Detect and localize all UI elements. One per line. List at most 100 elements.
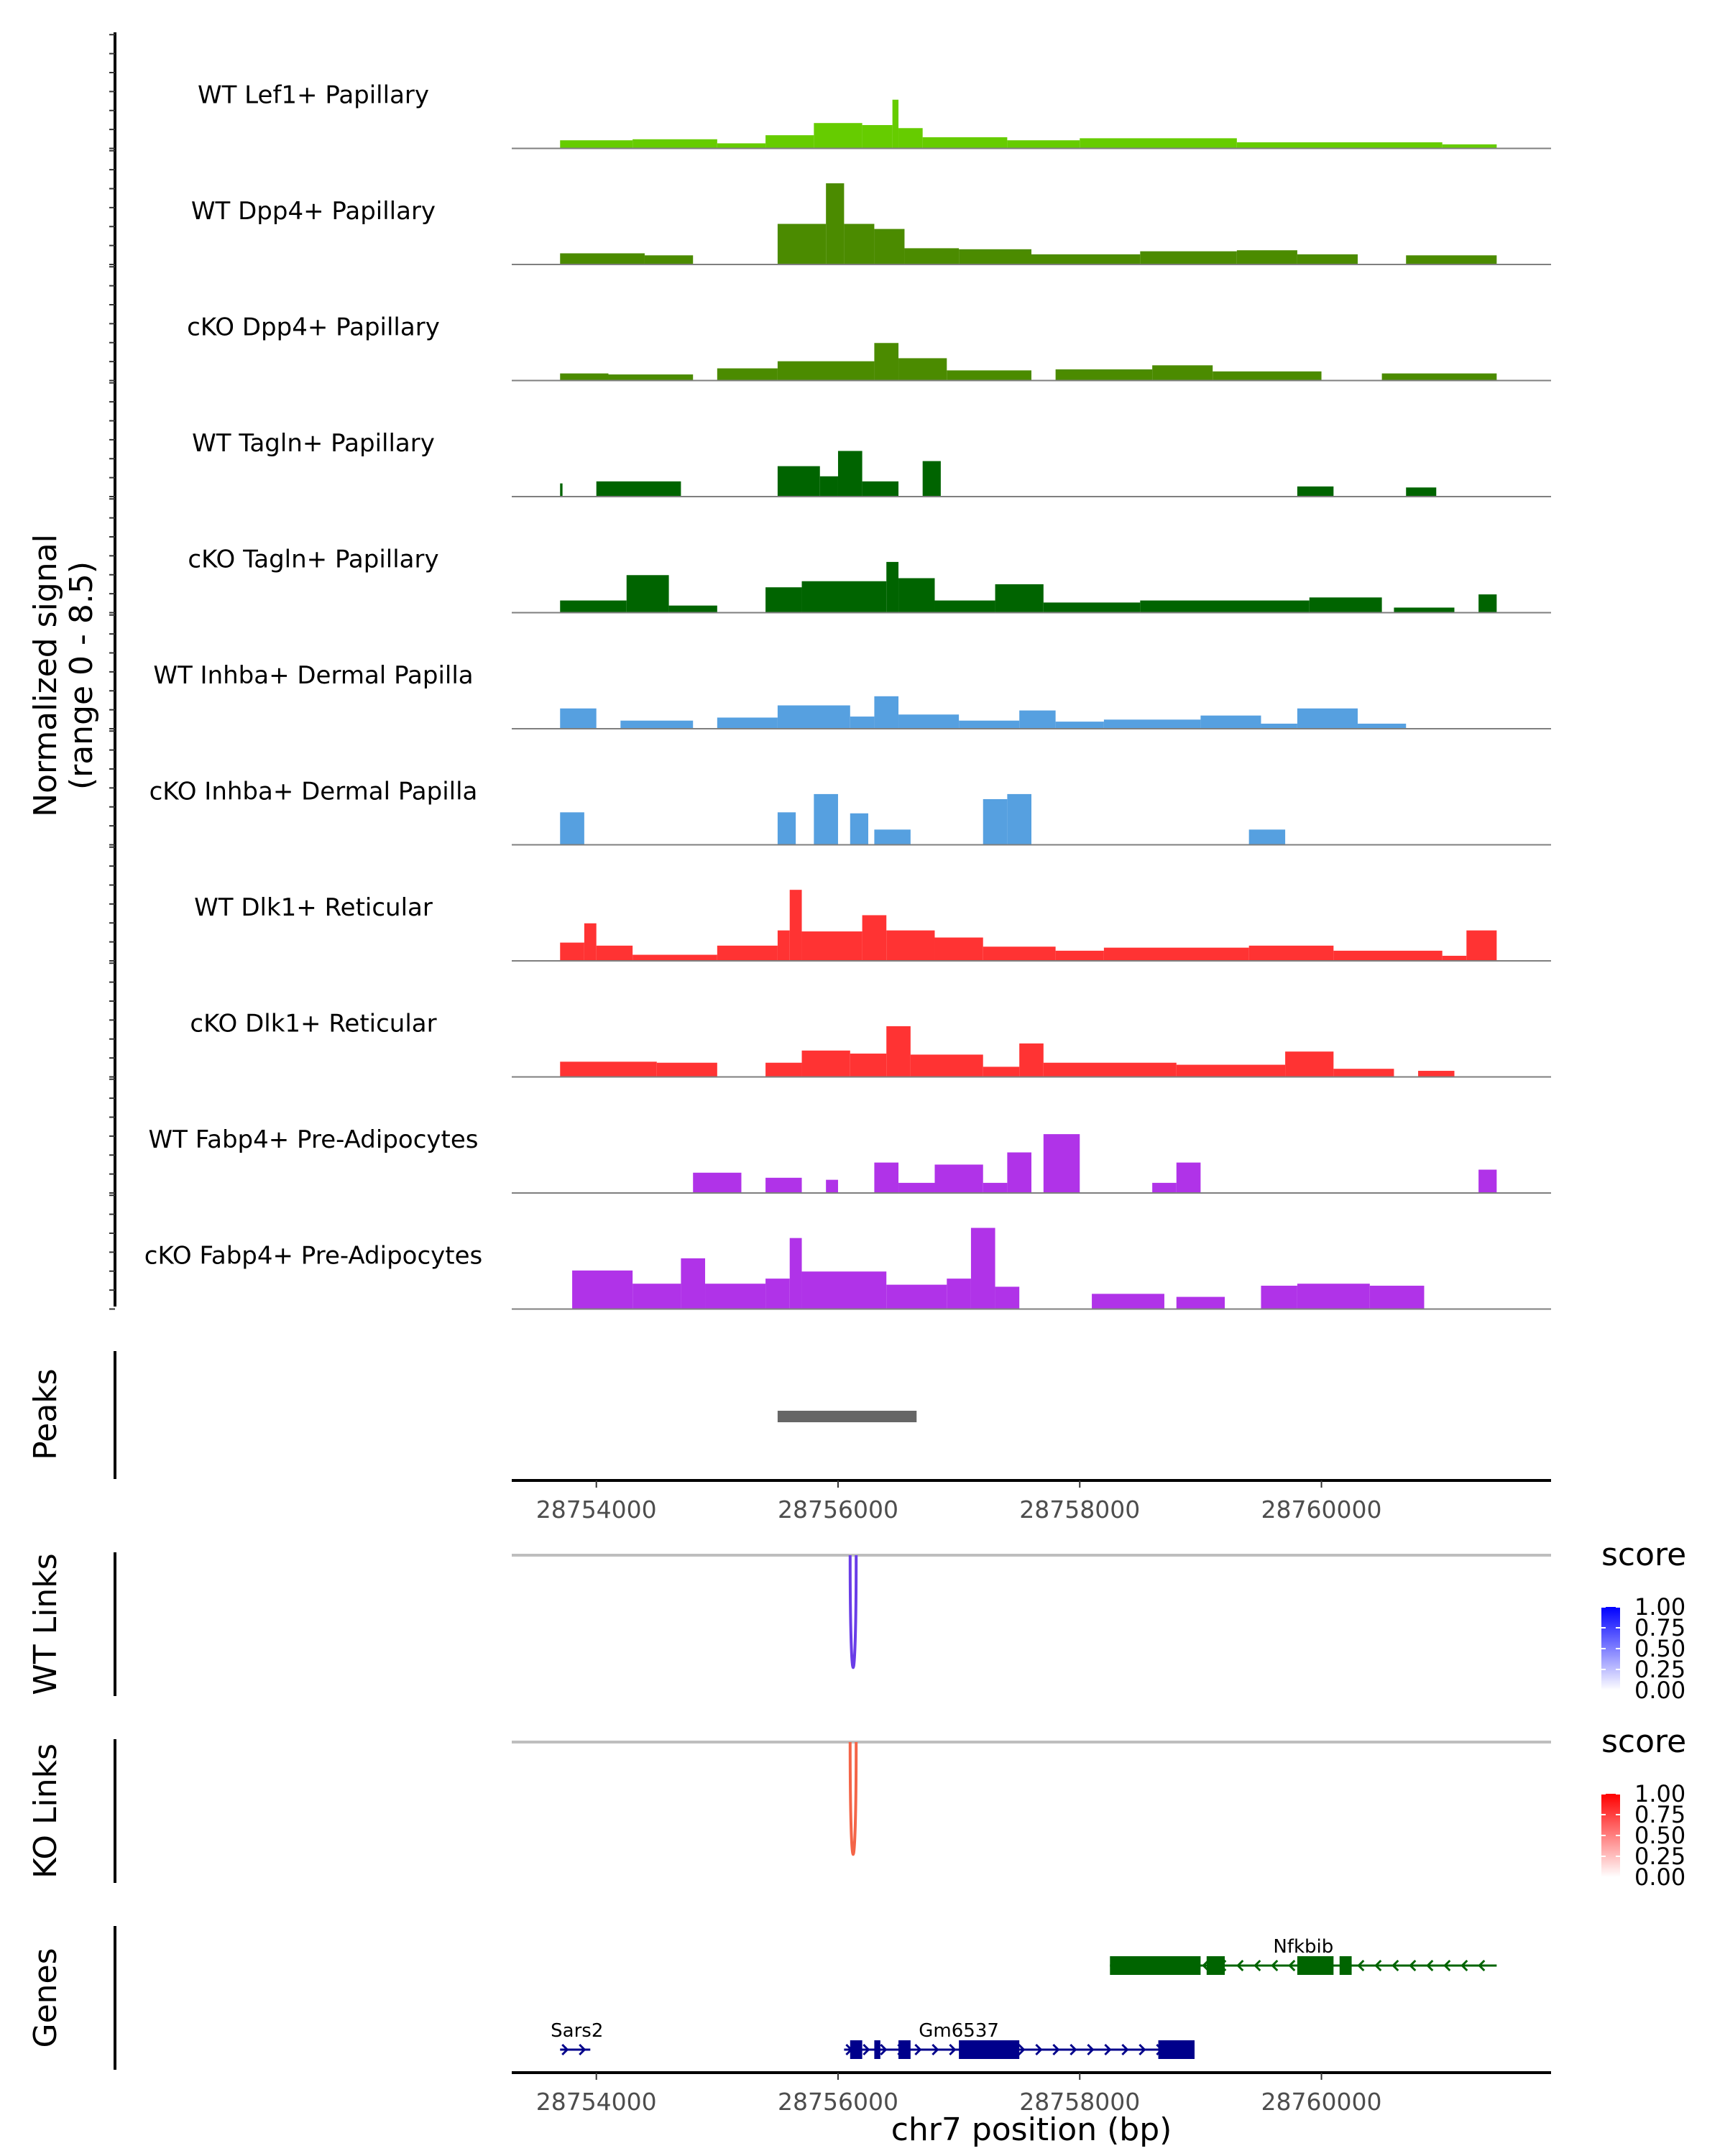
coverage-block <box>560 1061 657 1077</box>
coverage-y-label-line1: Normalized signal <box>27 534 64 817</box>
strand-arrow <box>1104 2043 1112 2056</box>
coverage-block <box>862 915 887 961</box>
peak-regions <box>777 1411 917 1422</box>
gene-exon <box>1110 1956 1201 1975</box>
coverage-block <box>717 717 778 729</box>
coverage-block <box>874 829 911 845</box>
coverage-block <box>874 1162 899 1193</box>
coverage-block <box>904 248 960 264</box>
legend-tick-label: 0.00 <box>1634 1864 1685 1891</box>
coverage-block <box>656 1062 717 1077</box>
coverage-block <box>1043 1062 1177 1077</box>
track-label: WT Fabp4+ Pre-Adipocytes <box>149 1125 479 1154</box>
track-1: WT Lef1+ Papillary <box>198 81 1551 149</box>
coverage-block <box>584 923 597 961</box>
coverage-block <box>1248 829 1286 845</box>
strand-arrow <box>1018 2043 1026 2056</box>
coverage-block <box>1297 708 1358 729</box>
coverage-block <box>765 135 814 149</box>
gene-exon <box>874 2040 880 2059</box>
coverage-block <box>1140 251 1237 264</box>
coverage-block <box>626 575 669 613</box>
gene-exon <box>1158 2040 1195 2059</box>
coverage-block <box>983 1182 1008 1193</box>
gene-sars2: Sars2 <box>551 2020 603 2056</box>
coverage-block <box>1394 607 1455 613</box>
strand-arrow <box>1271 1959 1279 1972</box>
coverage-block <box>983 946 1056 961</box>
coverage-tracks: WT Lef1+ Papillary WT Dpp4+ Papillary cKO … <box>144 81 1551 1310</box>
coverage-block <box>970 1227 995 1309</box>
coverage-block <box>560 708 597 729</box>
coverage-block <box>874 229 905 264</box>
gene-label: Sars2 <box>551 2020 603 2042</box>
track-label: WT Lef1+ Papillary <box>198 81 429 110</box>
coverage-block <box>801 1050 850 1077</box>
coverage-block <box>1478 594 1497 613</box>
coverage-block <box>1297 486 1334 497</box>
coverage-block <box>1176 1296 1225 1309</box>
coverage-panel: Normalized signal (range 0 - 8.5) WT Lef… <box>27 32 1551 1310</box>
coverage-block <box>1261 723 1297 729</box>
track-9: cKO Dlk1+ Reticular <box>190 1010 1551 1078</box>
coverage-block <box>886 1026 911 1077</box>
coverage-block <box>844 224 875 264</box>
coverage-block <box>1442 955 1467 961</box>
track-6: WT Inhba+ Dermal Papilla <box>153 661 1551 729</box>
coverage-block <box>874 343 899 381</box>
coverage-block <box>681 1258 706 1309</box>
coverage-block <box>1200 715 1261 729</box>
gene-nfkbib: Nfkbib <box>1110 1936 1497 1975</box>
x-axis-bottom-tick-label: 28754000 <box>536 2088 657 2116</box>
x-axis-bottom: 28754000 28756000 28758000 28760000 <box>536 2073 1382 2116</box>
track-label: cKO Dpp4+ Papillary <box>187 313 440 342</box>
coverage-block <box>1261 1286 1297 1309</box>
ko-links-arcs <box>512 1741 1551 1856</box>
wt-links-label: WT Links <box>27 1553 64 1695</box>
coverage-y-ticks <box>109 34 115 1310</box>
coverage-block <box>1309 597 1382 613</box>
coverage-block <box>693 1172 742 1193</box>
coverage-block <box>819 476 838 497</box>
coverage-block <box>717 368 778 381</box>
coverage-block <box>1031 254 1141 264</box>
coverage-block <box>560 600 627 613</box>
link-arc <box>848 1741 858 1856</box>
coverage-block <box>1007 1152 1031 1193</box>
strand-arrow <box>1121 2043 1129 2056</box>
coverage-block <box>560 140 633 149</box>
coverage-block <box>886 1284 947 1309</box>
coverage-block <box>765 587 802 613</box>
coverage-block <box>1176 1162 1201 1193</box>
strand-arrow <box>1357 1959 1365 1972</box>
coverage-block <box>934 600 995 613</box>
coverage-block <box>1055 369 1153 381</box>
strand-arrow <box>1374 1959 1382 1972</box>
coverage-block <box>892 99 899 149</box>
coverage-block <box>886 930 935 961</box>
coverage-block <box>632 954 717 961</box>
gene-label: Gm6537 <box>919 2020 999 2042</box>
coverage-block <box>1406 255 1497 264</box>
coverage-block <box>1285 1051 1334 1077</box>
coverage-block <box>777 930 790 961</box>
coverage-block <box>560 483 563 497</box>
coverage-block <box>620 720 694 729</box>
strand-arrow <box>949 2043 957 2056</box>
track-11: cKO Fabp4+ Pre-Adipocytes <box>144 1227 1551 1310</box>
coverage-block <box>608 374 694 381</box>
legend-tick-label: 1.00 <box>1634 1593 1685 1621</box>
coverage-block <box>898 578 935 613</box>
track-label: cKO Dlk1+ Reticular <box>190 1010 436 1038</box>
coverage-block <box>1236 250 1297 264</box>
coverage-block <box>934 937 983 961</box>
wt-links-legend: score 1.000.750.500.250.00 <box>1601 1537 1686 1704</box>
coverage-block <box>826 183 845 264</box>
gene-label: Nfkbib <box>1273 1936 1333 1958</box>
strand-arrow <box>1035 2043 1043 2056</box>
coverage-y-label-line2: (range 0 - 8.5) <box>63 561 100 790</box>
coverage-block <box>862 125 893 149</box>
coverage-block <box>717 143 766 149</box>
track-10: WT Fabp4+ Pre-Adipocytes <box>149 1125 1551 1194</box>
